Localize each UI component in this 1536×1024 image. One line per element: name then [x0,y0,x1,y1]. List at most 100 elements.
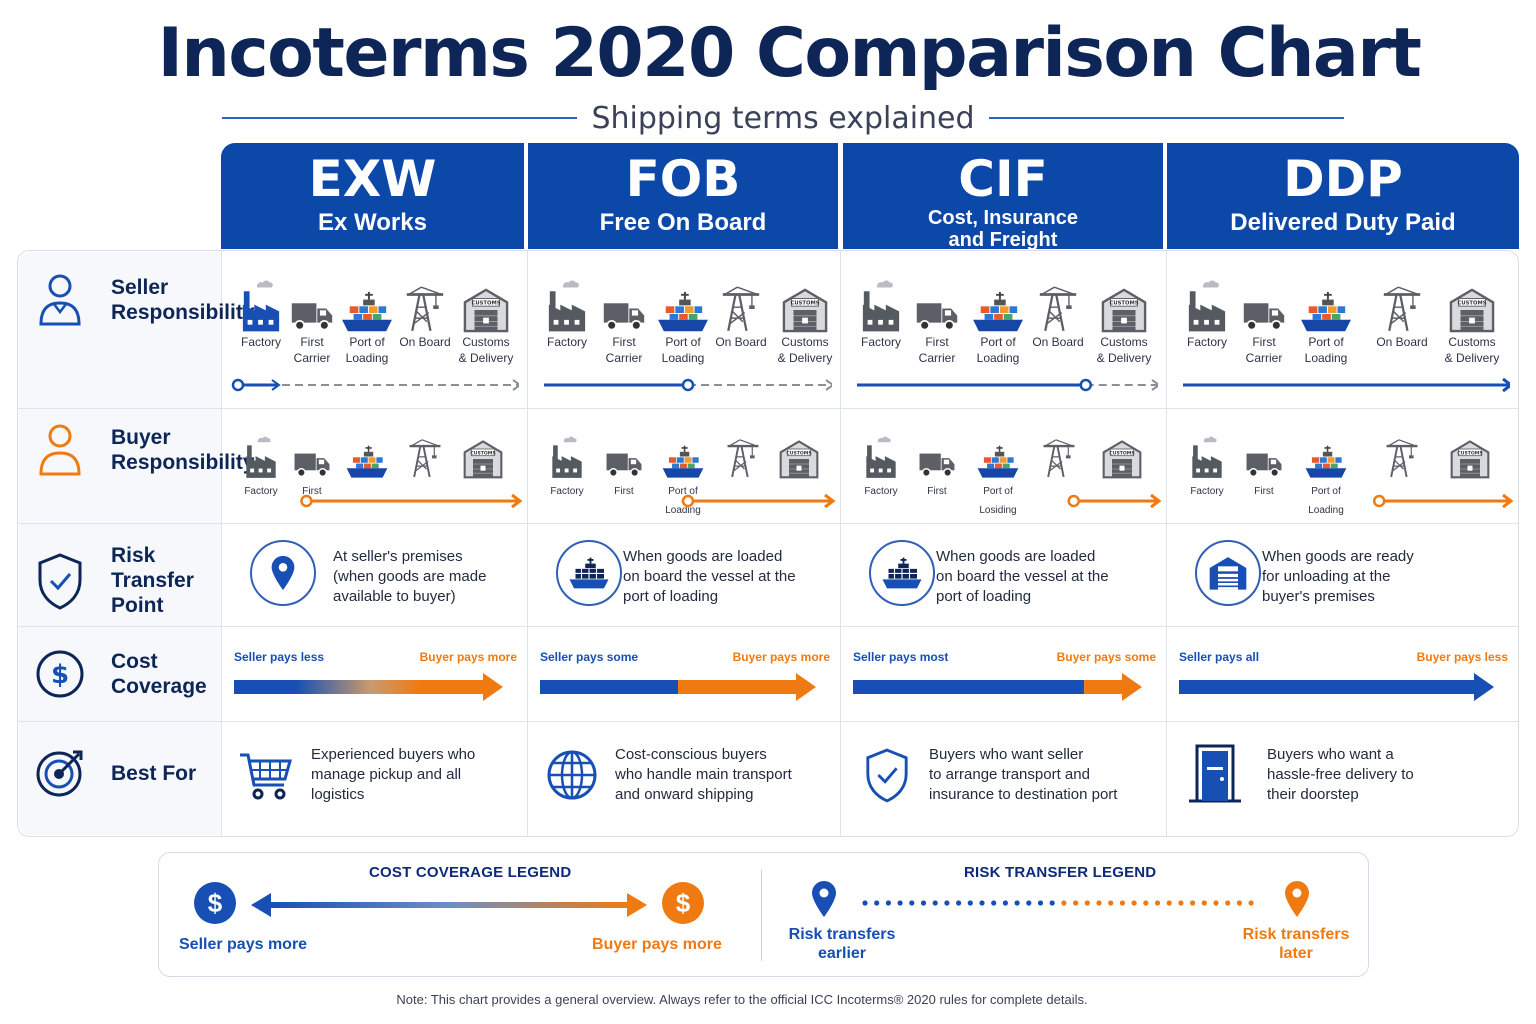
row-label-line1: Seller [111,276,169,299]
risk-legend-dot [932,900,938,906]
risk-legend-dot [979,900,985,906]
step-label: Loading [665,505,701,516]
seller-step-port: Port of Loading [969,273,1027,365]
step-label: First [1252,335,1276,349]
step-label: First [927,486,947,497]
ship-icon [656,435,710,479]
risk-legend-dot [1166,900,1172,906]
ship-icon [556,540,622,606]
step-label: Port of [668,486,698,497]
risk-legend-dot [1143,900,1149,906]
risk-legend-dot [1049,900,1055,906]
step-label: Port of [983,486,1013,497]
comparison-table: Seller Responsibility Buyer Responsibility… [17,250,1519,837]
factory-icon [538,273,596,333]
step-label: Customs [1100,335,1148,349]
risk-legend-dot [1061,900,1067,906]
buyer-step-first: First [1237,435,1291,498]
legend-buyer-pays-more: Buyer pays more [592,936,722,953]
cost-buyer-label: Buyer pays some [1056,650,1156,664]
crane-icon [712,273,770,333]
row-label-line2: Responsibility [111,451,255,474]
svg-text:$: $ [51,660,69,690]
globe-icon [542,745,602,805]
target-icon [34,744,86,802]
step-label: Factory [1186,335,1227,349]
step-label: Port of [665,335,701,349]
row-label-line1: Risk Transfer [111,544,194,592]
buyer-responsibility-line [1372,493,1514,509]
risk-legend-dot [909,900,915,906]
best-text-line: logistics [311,786,365,803]
truck-icon [1237,435,1291,479]
risk-legend-dot [1119,900,1125,906]
seller-step-cust: CUSTOMS Customs & Delivery [770,273,840,365]
step-label: & Delivery [458,351,514,365]
risk-legend-dot [1154,900,1161,906]
cost-coverage-bar [853,673,1142,701]
buyer-step-cust: CUSTOMS [772,435,826,479]
buyer-step-port: Port of Loading [1299,435,1353,517]
buyer-responsibility-line [681,493,836,509]
seller-step-onboard: On Board [1373,273,1431,349]
ship-icon [971,435,1025,479]
customs-house-icon: CUSTOMS [1089,273,1159,333]
crane-icon [1032,435,1086,479]
cost-seller-label: Seller pays less [234,650,325,664]
door-icon [1185,743,1245,803]
crane-icon [1375,435,1429,479]
term-name: Ex Works [318,209,427,236]
risk-legend-dot [1084,900,1090,906]
crane-icon [1373,273,1431,333]
best-for-text: Buyers who want a hassle-free delivery to… [1267,745,1518,805]
risk-legend-title: RISK TRANSFER LEGEND [964,864,1157,881]
subtitle-row: Shipping terms explained [222,98,1344,138]
step-label: Customs [781,335,829,349]
row-label-seller: Seller Responsibility [34,271,255,329]
term-header-ddp: DDP Delivered Duty Paid [1167,143,1519,249]
step-label: On Board [1032,335,1084,349]
step-label: Port of [1311,486,1341,497]
risk-legend-dot [1190,900,1196,906]
cost-buyer-label: Buyer pays more [419,650,517,664]
risk-legend-dot [956,900,962,906]
step-label: Losiding [979,505,1017,516]
risk-legend-dot [944,900,950,906]
risk-text-line: port of loading [623,588,719,605]
step-label: Factory [1190,486,1224,497]
customs-house-icon: CUSTOMS [451,273,521,333]
seller-step-first: First Carrier [908,273,966,365]
best-text-line: Buyers who want seller [929,746,1084,763]
truck-icon [910,435,964,479]
step-label: Factory [244,486,278,497]
step-label: Loading [1308,505,1344,516]
ship-icon [969,273,1027,333]
seller-step-onboard: On Board [712,273,770,349]
buyer-step-port: Port of Losiding [971,435,1025,517]
location-pin-icon [812,881,836,917]
best-text-line: insurance to destination port [929,786,1118,803]
buyer-step-first: First [910,435,964,498]
term-header-exw: EXW Ex Works [221,143,524,249]
legend-risk-earlier: Risk transfers earlier [788,926,896,962]
seller-responsibility-line [231,378,519,392]
step-label: Carrier [918,351,956,365]
ship-icon [1299,435,1353,479]
risk-legend-dot [862,900,868,906]
legend-seller-pays-more: Seller pays more [179,936,308,953]
legend-risk-later: Risk transfers later [1242,926,1350,962]
term-code: FOB [625,150,741,208]
best-text-line: Buyers who want a [1267,746,1394,763]
buyer-step-crane [716,435,770,479]
svg-text:CUSTOMS: CUSTOMS [790,301,819,307]
customs-house-icon: CUSTOMS [456,435,510,479]
step-label: Customs [462,335,510,349]
step-label: Port of [349,335,385,349]
customs-house-icon: CUSTOMS [772,435,826,479]
term-code: DDP [1283,150,1403,208]
truck-icon [285,435,339,479]
seller-step-first: First Carrier [1235,273,1293,365]
seller-step-factory: Factory [1178,273,1236,349]
seller-responsibility-line [857,378,1158,392]
row-label-line1: Best For [111,761,197,785]
